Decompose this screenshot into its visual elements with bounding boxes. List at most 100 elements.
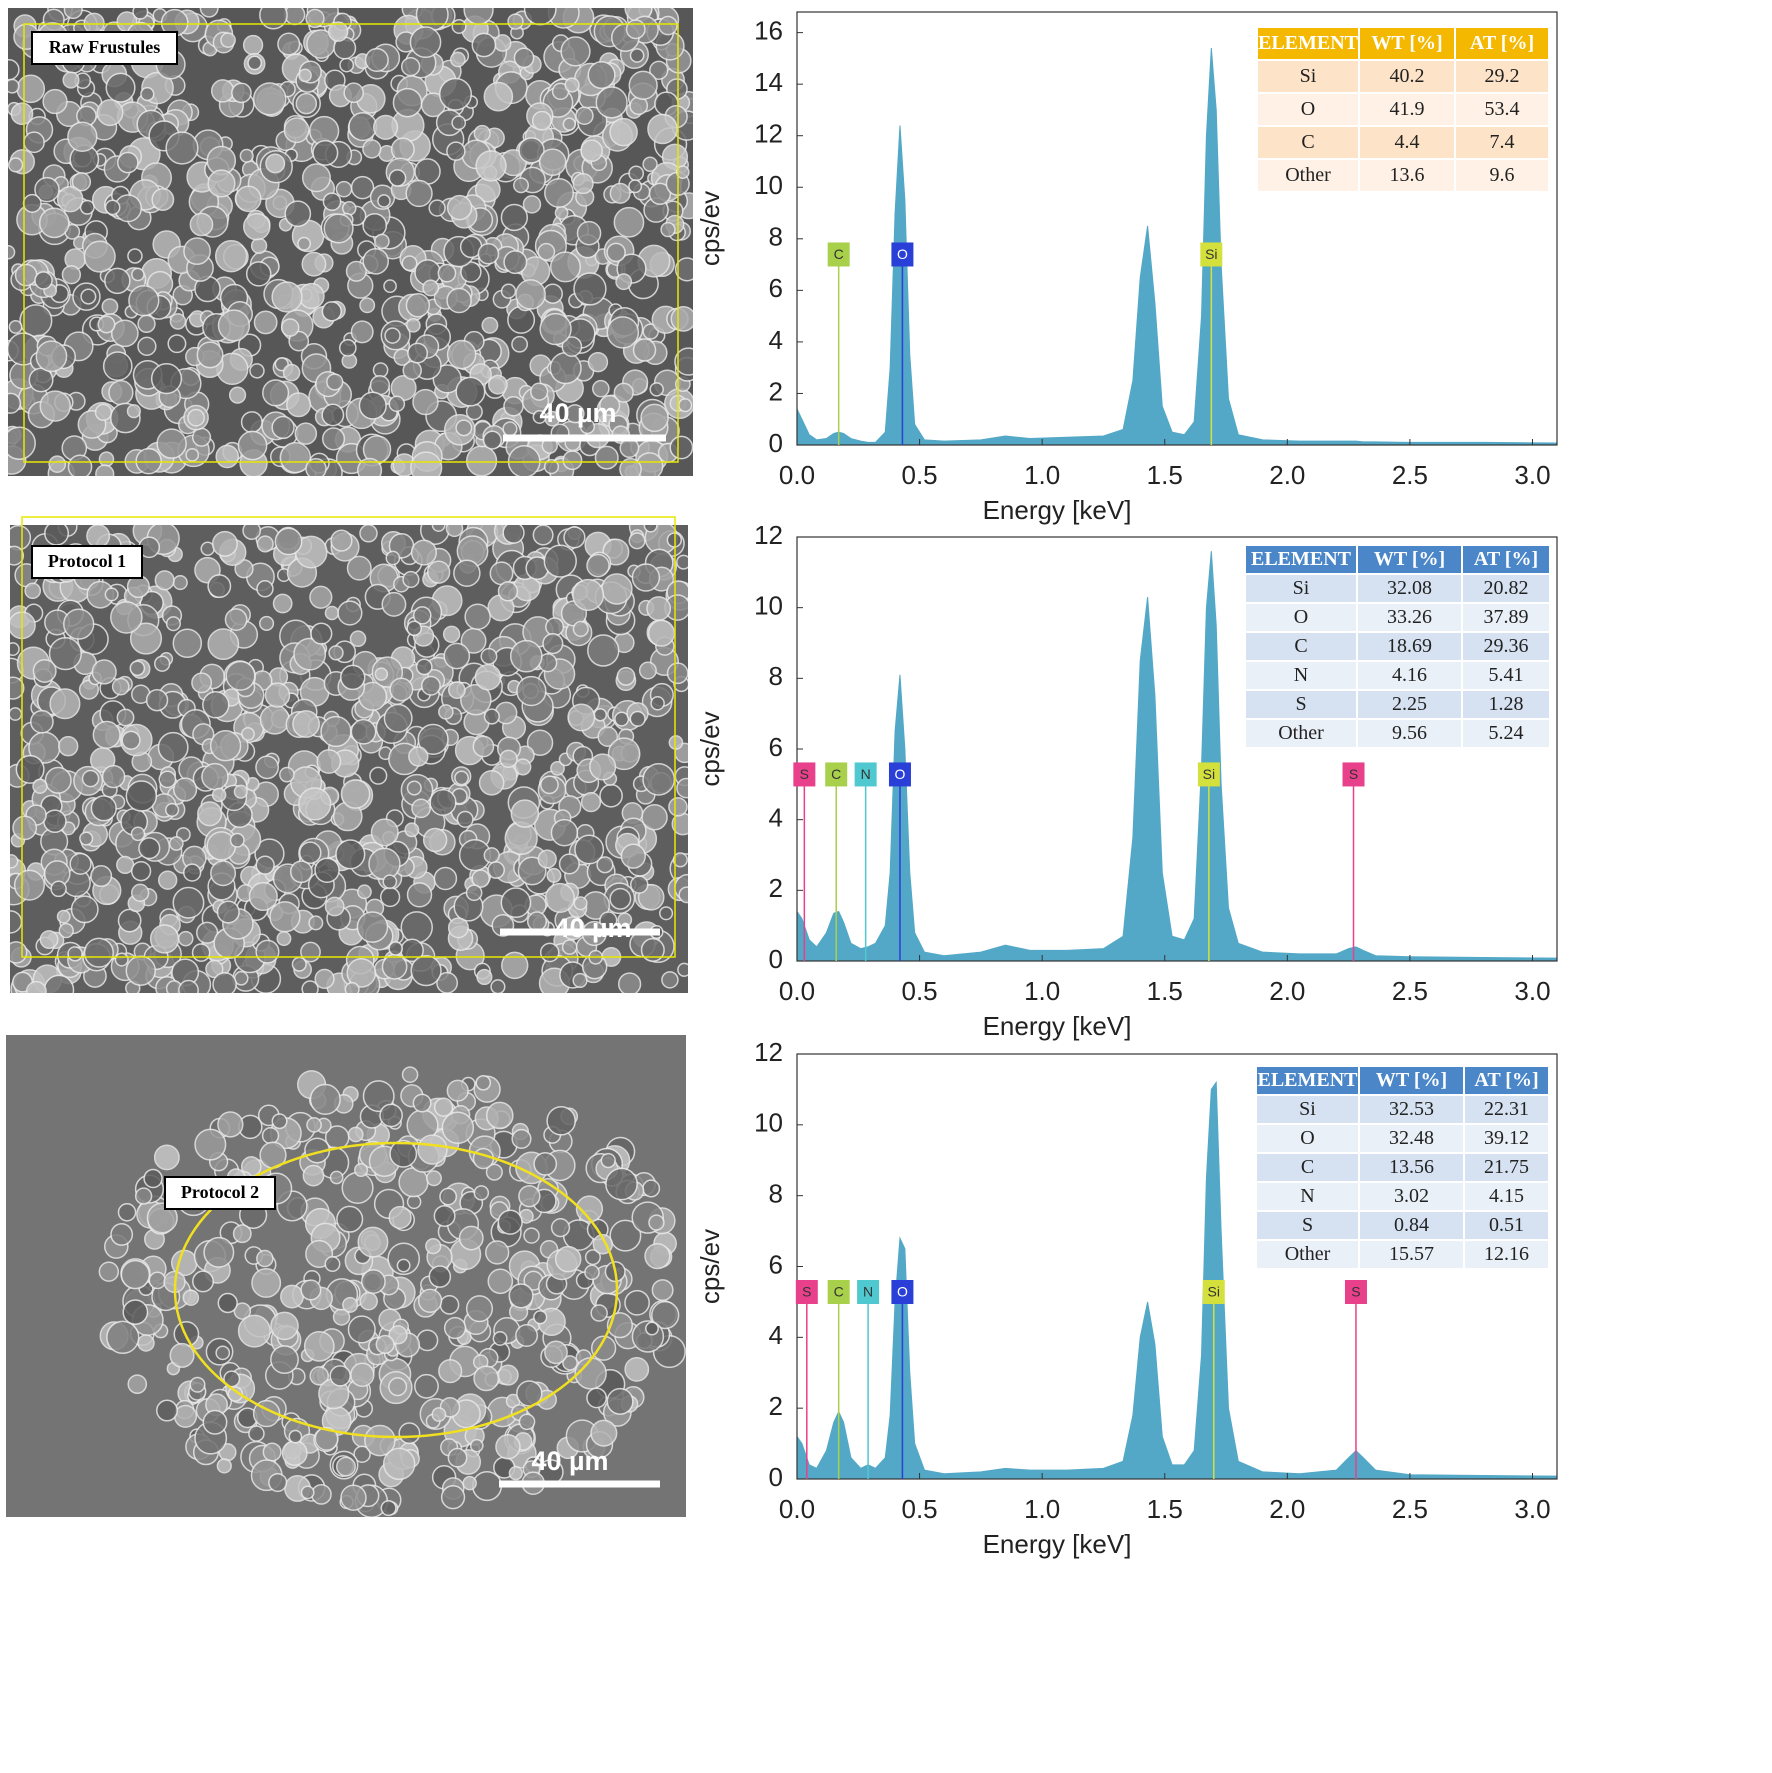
sem-particle (400, 911, 433, 944)
sem-particle (340, 1484, 367, 1511)
x-tick-label: 1.0 (1024, 976, 1060, 1006)
table-text: C (1301, 131, 1314, 153)
sem-particle (131, 267, 145, 282)
sem-particle (248, 1425, 265, 1442)
sem-particle (629, 710, 646, 727)
sem-particle (587, 351, 609, 373)
sem-particle (35, 340, 68, 373)
table-text: 39.12 (1484, 1127, 1529, 1149)
element-marker-box (1200, 242, 1223, 267)
sem-particle (232, 1224, 252, 1244)
x-tick-label: 2.0 (1269, 976, 1305, 1006)
sem-particle (538, 148, 567, 176)
table-text: O (1300, 1127, 1314, 1149)
sem-particle (310, 1483, 332, 1505)
sem-particle (187, 408, 206, 427)
sem-particle (305, 457, 327, 476)
sem-particle (324, 896, 345, 917)
y-tick-label: 8 (769, 1179, 783, 1209)
sem-particle (587, 634, 620, 667)
sem-particle (643, 525, 658, 533)
table-text: 20.82 (1484, 577, 1529, 599)
sem-particle (624, 1289, 650, 1316)
sem-particle (630, 875, 649, 894)
sem-particle (518, 137, 545, 164)
sem-particle (455, 419, 473, 437)
sem-particle (567, 703, 596, 732)
sem-particle (590, 1419, 618, 1447)
sem-particle (137, 336, 157, 356)
sem-particle (265, 153, 286, 174)
sem-particle (406, 318, 421, 333)
sem-particle (540, 775, 559, 795)
table-header-text: AT [%] (1474, 548, 1538, 570)
sem-particle (451, 115, 467, 131)
sem-particle (216, 1458, 232, 1474)
sem-particle (412, 606, 432, 625)
sem-particle (312, 139, 339, 166)
spectrum-area (796, 48, 1558, 446)
table-header-cell (1454, 26, 1550, 61)
sem-particle (645, 1321, 659, 1336)
sem-particle (347, 1126, 364, 1143)
sem-particle (546, 867, 562, 883)
sem-particle (609, 117, 638, 147)
x-tick-label: 3.0 (1514, 460, 1550, 490)
sem-particle (388, 941, 403, 956)
element-marker-box (793, 762, 816, 787)
sem-particle (316, 749, 342, 774)
sem-particle (515, 1324, 539, 1348)
x-tick-label: 1.0 (1024, 460, 1060, 490)
sem-particle (362, 139, 382, 159)
sem-particle (379, 1103, 403, 1128)
sem-particle (446, 287, 472, 314)
table-header-cell (1358, 1065, 1465, 1096)
table-text: 4.15 (1489, 1185, 1524, 1207)
sem-particle (182, 863, 202, 882)
sem-particle (130, 860, 152, 882)
table-text: C (1294, 635, 1307, 657)
y-tick-label: 2 (769, 376, 783, 406)
element-marker-label: C (834, 1284, 844, 1300)
sem-particle (310, 622, 333, 645)
table-text: 53.4 (1485, 98, 1520, 120)
sem-particle (357, 1226, 389, 1258)
sem-particle (558, 853, 580, 875)
table-cell (1461, 718, 1551, 749)
sem-particle (576, 220, 602, 246)
sem-particle (549, 351, 582, 385)
sem-particle (606, 1387, 634, 1415)
sem-particle (638, 661, 657, 680)
sem-particle (67, 454, 93, 476)
sem-particle (425, 1170, 442, 1187)
sem-particle (464, 603, 491, 631)
sem-particle (344, 981, 360, 993)
sem-particle (537, 849, 557, 869)
sem-particle (210, 79, 235, 103)
panel-label: Raw Frustules (49, 37, 161, 57)
sem-particle (605, 1167, 638, 1201)
sem-particle (255, 855, 275, 875)
table-header-cell (1463, 1065, 1550, 1096)
sem-particle (458, 1225, 484, 1251)
element-marker-box (827, 1280, 850, 1304)
sem-particle (297, 236, 312, 251)
sem-particle (632, 338, 657, 362)
sem-particle (165, 616, 181, 632)
sem-particle (446, 194, 473, 221)
sem-particle (343, 82, 365, 104)
sem-particle (436, 971, 459, 993)
table-header-text: ELEMENT (1258, 32, 1359, 54)
sem-particle (211, 530, 238, 557)
sem-particle (339, 664, 366, 691)
sem-particle (485, 1240, 510, 1265)
sem-particle (201, 762, 229, 791)
sem-particle (526, 911, 548, 932)
sem-particle (407, 342, 429, 364)
sem-particle (347, 1315, 376, 1344)
sem-particle (207, 574, 232, 599)
sem-particle (153, 1144, 180, 1171)
sem-particle (191, 943, 211, 962)
sem-particle (154, 570, 175, 591)
x-tick-label: 3.0 (1514, 1494, 1550, 1524)
